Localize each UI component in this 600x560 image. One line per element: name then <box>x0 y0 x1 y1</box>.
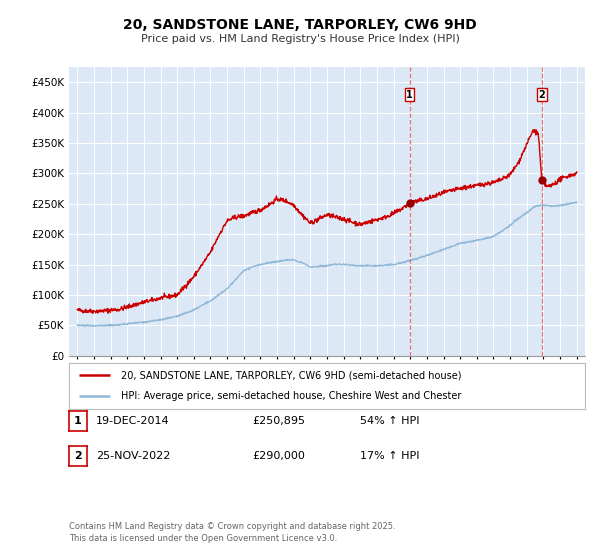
Text: 2: 2 <box>74 451 82 461</box>
Text: HPI: Average price, semi-detached house, Cheshire West and Chester: HPI: Average price, semi-detached house,… <box>121 391 461 402</box>
Text: 19-DEC-2014: 19-DEC-2014 <box>96 416 170 426</box>
Text: 25-NOV-2022: 25-NOV-2022 <box>96 451 170 461</box>
Text: 1: 1 <box>406 90 413 100</box>
Text: 54% ↑ HPI: 54% ↑ HPI <box>360 416 419 426</box>
Text: £250,895: £250,895 <box>252 416 305 426</box>
Text: 20, SANDSTONE LANE, TARPORLEY, CW6 9HD (semi-detached house): 20, SANDSTONE LANE, TARPORLEY, CW6 9HD (… <box>121 370 461 380</box>
Text: 2: 2 <box>538 90 545 100</box>
Text: 20, SANDSTONE LANE, TARPORLEY, CW6 9HD: 20, SANDSTONE LANE, TARPORLEY, CW6 9HD <box>123 18 477 32</box>
Text: Contains HM Land Registry data © Crown copyright and database right 2025.
This d: Contains HM Land Registry data © Crown c… <box>69 522 395 543</box>
Text: Price paid vs. HM Land Registry's House Price Index (HPI): Price paid vs. HM Land Registry's House … <box>140 34 460 44</box>
Text: 17% ↑ HPI: 17% ↑ HPI <box>360 451 419 461</box>
Text: 1: 1 <box>74 416 82 426</box>
Text: £290,000: £290,000 <box>252 451 305 461</box>
